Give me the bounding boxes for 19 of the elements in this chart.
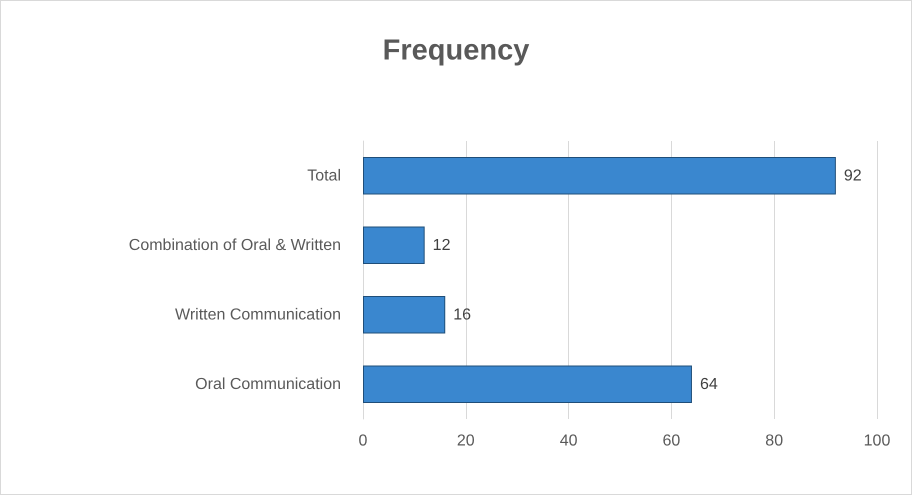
x-tick-label: 60 — [662, 432, 680, 450]
bar — [363, 156, 836, 195]
chart-title: Frequency — [382, 34, 530, 66]
x-tick-label: 40 — [560, 432, 578, 450]
y-tick-label: Total — [307, 167, 341, 184]
x-tick-label: 20 — [456, 432, 475, 450]
data-label: 92 — [844, 167, 862, 184]
x-tick-label: 0 — [358, 432, 368, 450]
y-tick-label: Written Communication — [175, 306, 341, 324]
x-tick-label: 100 — [864, 432, 890, 450]
bar — [363, 365, 692, 404]
y-tick-label: Oral Communication — [195, 376, 341, 393]
data-label: 12 — [432, 236, 451, 254]
data-label: 64 — [700, 376, 718, 393]
bar — [363, 226, 425, 264]
x-tick-label: 80 — [765, 432, 784, 450]
y-tick-label: Combination of Oral & Written — [128, 236, 341, 254]
data-label: 16 — [453, 306, 472, 324]
bar — [363, 296, 446, 334]
